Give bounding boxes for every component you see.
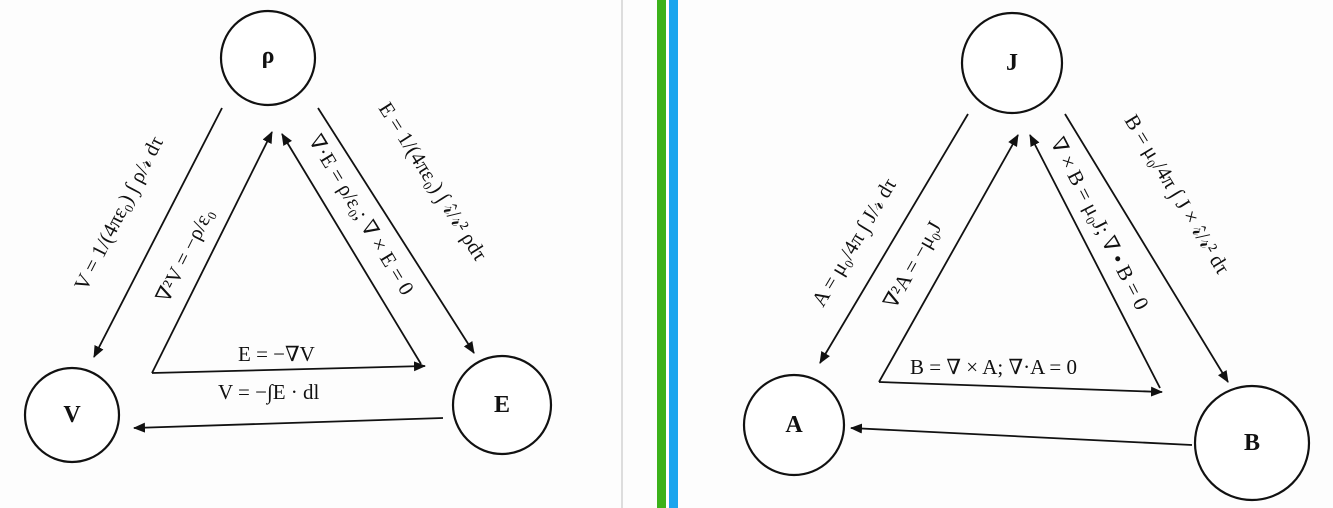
inner-arrow-b-to-j	[1029, 134, 1161, 389]
eq-outer-left-potential: V = 1/(4πε₀) ∫ ρ/𝓇 dτ	[69, 132, 169, 295]
arrow-e-to-v	[133, 417, 444, 433]
eq-inner-left-poisson: ∇²V = −ρ/ε₀	[151, 204, 218, 306]
eq-inner-right-ampere: ∇ × B = μ₀J; ∇ • B = 0	[1046, 133, 1154, 313]
arrow-j-to-a	[819, 113, 969, 364]
node-a: A	[742, 373, 846, 477]
eq-inner-right-maxwell: ∇·E = ρ/ε₀; ∇ × E = 0	[304, 130, 419, 299]
node-j-label: J	[1006, 50, 1018, 76]
node-rho: ρ	[219, 9, 317, 107]
inner-arrow-a-to-j	[878, 134, 1019, 383]
divider-green-bar	[657, 0, 666, 508]
node-v: V	[23, 366, 121, 464]
arrow-j-to-b	[1064, 113, 1229, 383]
eq-outer-bottom-line-integral: V = −∫E · dl	[218, 380, 320, 405]
node-e: E	[451, 354, 553, 456]
eq-inner-bottom-gradient: E = −∇V	[238, 342, 315, 366]
divider-blue-bar	[669, 0, 678, 508]
magnetostatics-diagram: J A B A = μ₀/4π ∫ J/𝓇 dτ B = μ₀/4π ∫ J ×…	[742, 11, 1311, 502]
node-rho-label: ρ	[262, 43, 275, 69]
inner-arrow-a-to-b	[878, 381, 1163, 397]
arrow-rho-to-v	[93, 107, 223, 358]
arrow-b-to-a	[850, 423, 1193, 446]
eq-inner-bottom-curl: B = ∇ × A; ∇·A = 0	[910, 355, 1077, 379]
node-a-label: A	[785, 412, 803, 438]
node-v-label: V	[63, 402, 81, 428]
inner-arrow-v-to-e	[151, 361, 426, 374]
arrow-rho-to-e	[317, 107, 475, 354]
eq-inner-left-vector-poisson: ∇²A = −μ₀J	[878, 217, 946, 312]
inner-arrow-e-to-rho	[281, 133, 422, 365]
inner-arrow-v-to-rho	[151, 131, 273, 374]
node-e-label: E	[494, 392, 510, 418]
node-j: J	[960, 11, 1064, 115]
eq-outer-right-biot-savart: B = μ₀/4π ∫ J × 𝓇̂/𝓇² dτ	[1119, 110, 1235, 279]
node-b-label: B	[1244, 430, 1260, 456]
electrostatics-diagram: ρ V E V = 1/(4πε₀) ∫ ρ/𝓇 dτ E = 1/(4πε₀)…	[23, 9, 553, 464]
divider-white-gap	[666, 0, 669, 508]
node-b: B	[1193, 384, 1311, 502]
